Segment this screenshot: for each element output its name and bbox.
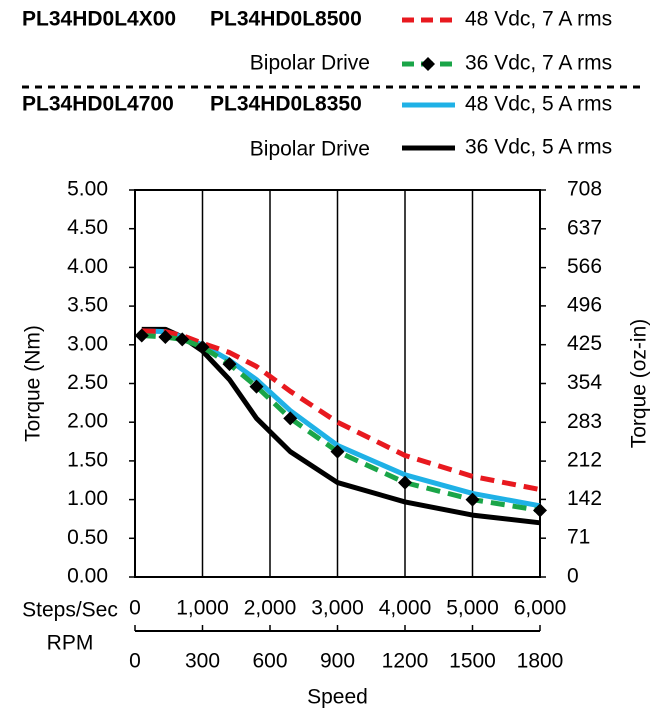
x2-tick-label: 600	[252, 650, 287, 673]
y2-tick-label: 283	[567, 410, 602, 433]
drive-type: Bipolar Drive	[250, 52, 370, 75]
y2-tick-label: 0	[567, 565, 579, 588]
x2-tick-label: 900	[320, 650, 355, 673]
y2-tick-label: 142	[567, 487, 602, 510]
y2-tick-label: 708	[567, 178, 602, 201]
y-tick-label: 2.00	[67, 410, 108, 433]
x-tick-label: 3,000	[311, 597, 364, 620]
data-marker	[465, 492, 480, 507]
y-axis-title: Torque (Nm)	[22, 325, 45, 442]
legend-label: 36 Vdc, 7 A rms	[465, 52, 612, 75]
series-line	[141, 328, 541, 492]
x-axis-title: Speed	[307, 686, 368, 709]
y2-axis-title: Torque (oz-in)	[628, 319, 651, 449]
legend-marker	[421, 57, 435, 71]
model-name: PL34HD0L8500	[210, 8, 362, 31]
data-marker	[158, 330, 173, 345]
data-marker	[134, 328, 149, 343]
model-name: PL34HD0L8350	[210, 93, 362, 116]
x2-axis-name: RPM	[47, 632, 94, 655]
x-tick-label: 6,000	[514, 597, 567, 620]
data-marker	[175, 332, 190, 347]
data-marker	[398, 475, 412, 490]
legend-label: 48 Vdc, 7 A rms	[465, 8, 612, 31]
data-marker	[330, 444, 345, 459]
y2-tick-label: 212	[567, 449, 602, 472]
x2-tick-label: 0	[129, 650, 141, 673]
y-tick-label: 1.50	[67, 448, 108, 471]
data-marker	[533, 503, 547, 518]
x-tick-label: 2,000	[244, 597, 297, 620]
y-tick-label: 0.50	[67, 526, 108, 549]
x2-tick-label: 1200	[382, 650, 429, 673]
legend-label: 48 Vdc, 5 A rms	[465, 93, 612, 116]
data-marker	[222, 357, 237, 372]
legend-label: 36 Vdc, 5 A rms	[465, 136, 612, 159]
x-tick-label: 1,000	[176, 597, 229, 620]
y-tick-label: 4.00	[67, 255, 108, 278]
drive-type: Bipolar Drive	[250, 138, 370, 161]
data-marker	[195, 340, 210, 355]
plot-frame	[134, 189, 541, 578]
x-tick-label: 5,000	[446, 597, 499, 620]
model-name: PL34HD0L4700	[22, 93, 174, 116]
x-tick-label: 4,000	[379, 597, 432, 620]
y2-tick-label: 637	[567, 216, 602, 239]
data-marker	[283, 411, 298, 426]
x2-tick-label: 300	[185, 650, 220, 673]
y2-tick-label: 425	[567, 332, 602, 355]
data-marker	[249, 379, 264, 394]
model-name: PL34HD0L4X00	[22, 8, 176, 31]
x2-tick-label: 1500	[449, 650, 496, 673]
y-tick-label: 3.50	[67, 294, 108, 317]
y2-tick-label: 566	[567, 255, 602, 278]
y-tick-label: 0.00	[67, 565, 108, 588]
y-tick-label: 5.00	[67, 178, 108, 201]
x2-tick-label: 1800	[517, 650, 564, 673]
y2-tick-label: 496	[567, 293, 602, 316]
y-tick-label: 3.00	[67, 332, 108, 355]
y2-tick-label: 71	[567, 526, 590, 549]
y-tick-label: 1.00	[67, 487, 108, 510]
x-tick-label: 0	[129, 597, 141, 620]
x-axis-name: Steps/Sec	[22, 599, 118, 622]
y2-tick-label: 354	[567, 371, 602, 394]
y-tick-label: 4.50	[67, 216, 108, 239]
y-tick-label: 2.50	[67, 371, 108, 394]
